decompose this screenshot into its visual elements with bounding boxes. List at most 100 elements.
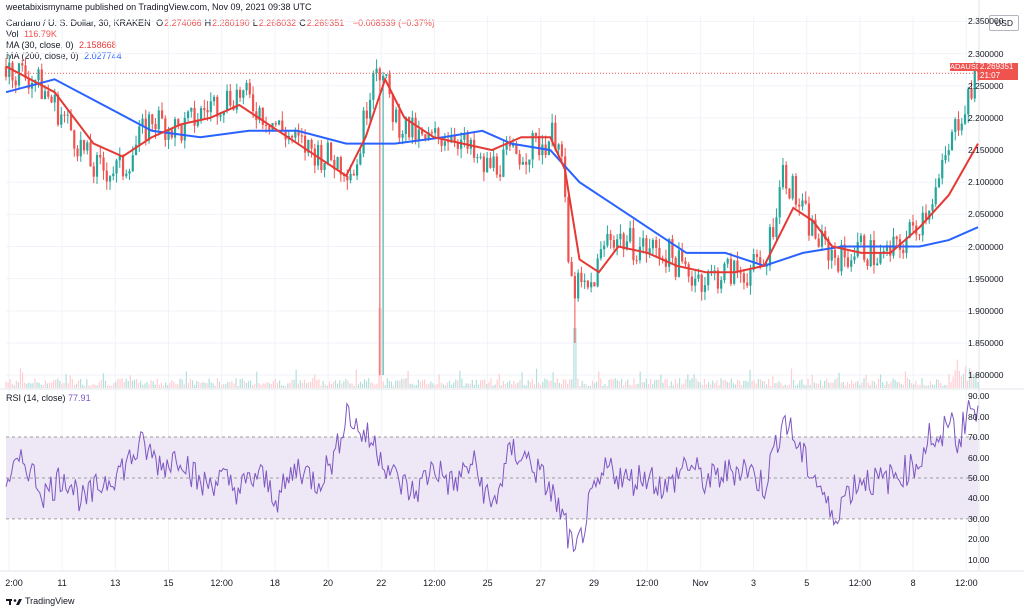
- volume-bar: [92, 383, 94, 388]
- candle-body: [375, 68, 378, 74]
- ma200-legend[interactable]: MA (200, close, 0) 2.027744: [6, 51, 125, 61]
- ohlc-key-l: L: [252, 18, 258, 28]
- candle-body: [583, 280, 586, 283]
- candle-body: [788, 188, 791, 199]
- time-axis-label: 29: [588, 578, 600, 588]
- volume-bar: [923, 384, 925, 388]
- volume-bar: [873, 381, 875, 388]
- candle-body: [505, 143, 508, 150]
- volume-bar: [349, 383, 351, 388]
- volume-bar: [218, 381, 221, 388]
- tradingview-logo[interactable]: TradingView: [6, 596, 75, 606]
- time-axis-label: 27: [535, 578, 546, 588]
- volume-bar: [658, 379, 660, 388]
- volume-bar: [363, 379, 366, 388]
- symbol-name[interactable]: Cardano / U. S. Dollar, 30, KRAKEN: [6, 18, 151, 28]
- volume-bar: [828, 382, 830, 388]
- candle-body: [417, 129, 420, 141]
- candle-body: [775, 217, 778, 237]
- volume-bar: [291, 379, 293, 388]
- candle-body: [551, 122, 554, 142]
- volume-bar: [790, 368, 793, 388]
- candle-body: [229, 90, 232, 106]
- volume-bar: [652, 384, 654, 388]
- volume-bar: [488, 382, 490, 388]
- volume-bar: [973, 373, 975, 388]
- candle-body: [73, 130, 76, 149]
- candle-body: [515, 143, 518, 154]
- volume-bar: [782, 385, 784, 388]
- volume-bar: [807, 378, 809, 388]
- volume-bar: [171, 380, 173, 388]
- volume-bar: [766, 384, 768, 388]
- volume-bar: [457, 380, 459, 388]
- candle-body: [820, 230, 824, 247]
- candle-body: [625, 241, 629, 250]
- volume-bar: [397, 380, 399, 388]
- volume-bar: [179, 378, 181, 388]
- volume-bar: [718, 385, 720, 388]
- ohlc-key-h: H: [204, 18, 212, 28]
- volume-bar: [127, 380, 129, 388]
- volume-bar: [200, 382, 202, 388]
- volume-bar: [438, 374, 440, 388]
- ohlc-key-c: C: [299, 18, 306, 28]
- candle-body: [603, 245, 606, 250]
- candle-body: [931, 204, 934, 211]
- candle-body: [759, 257, 762, 266]
- candle-body: [443, 141, 446, 146]
- rsi-axis-label: 50.00: [968, 472, 990, 483]
- candle-body: [290, 135, 294, 138]
- volume-bar: [131, 380, 134, 388]
- volume-bar: [281, 385, 283, 388]
- candle-body: [668, 239, 671, 267]
- volume-bar: [544, 378, 546, 388]
- currency-button[interactable]: USD: [989, 15, 1019, 31]
- volume-bar: [401, 378, 403, 388]
- rsi-legend[interactable]: RSI (14, close) 77.91: [6, 393, 91, 403]
- candle-body: [69, 114, 73, 131]
- volume-bar: [198, 381, 200, 388]
- volume-bar: [34, 378, 36, 388]
- ma200-value: 2.027744: [84, 51, 122, 61]
- candle-body: [664, 258, 668, 267]
- price-axis-label: 1.950000: [968, 273, 1004, 284]
- candle-body: [339, 157, 342, 175]
- volume-bar: [129, 375, 131, 388]
- volume-bar: [850, 380, 853, 388]
- ma30-label: MA (30, close, 0): [6, 40, 74, 50]
- rsi-axis-label: 80.00: [968, 411, 990, 422]
- candle-body: [24, 65, 27, 79]
- volume-bar: [647, 384, 650, 388]
- volume-bar: [583, 384, 585, 388]
- time-axis-label: 18: [269, 578, 280, 588]
- ma30-legend[interactable]: MA (30, close, 0) 2.158668: [6, 40, 120, 50]
- volume-bar: [419, 381, 422, 388]
- candle-body: [281, 120, 284, 131]
- candle-body: [622, 233, 625, 250]
- ma200-label: MA (200, close, 0): [6, 51, 79, 61]
- volume-bar: [446, 382, 449, 388]
- volume-bar: [90, 385, 92, 388]
- candle-body: [8, 62, 11, 77]
- candle-body: [908, 222, 911, 238]
- candle-body: [853, 256, 856, 261]
- time-axis-label: 13: [110, 578, 121, 588]
- volume-bar: [913, 384, 915, 388]
- candle-body: [378, 68, 381, 81]
- volume-bar: [977, 381, 979, 388]
- volume-bar: [656, 379, 658, 388]
- rsi-value: 77.91: [68, 393, 91, 403]
- volume-bar: [164, 382, 167, 388]
- volume-bar: [260, 384, 262, 388]
- candle-body: [388, 74, 391, 95]
- volume-bar: [529, 381, 531, 388]
- volume-legend[interactable]: Vol 116.79K: [6, 29, 60, 39]
- volume-bar: [380, 308, 382, 388]
- candle-body: [755, 254, 759, 258]
- volume-bar: [909, 379, 911, 388]
- volume-bar: [809, 384, 811, 388]
- volume-bar: [699, 382, 701, 388]
- volume-bar: [857, 381, 859, 388]
